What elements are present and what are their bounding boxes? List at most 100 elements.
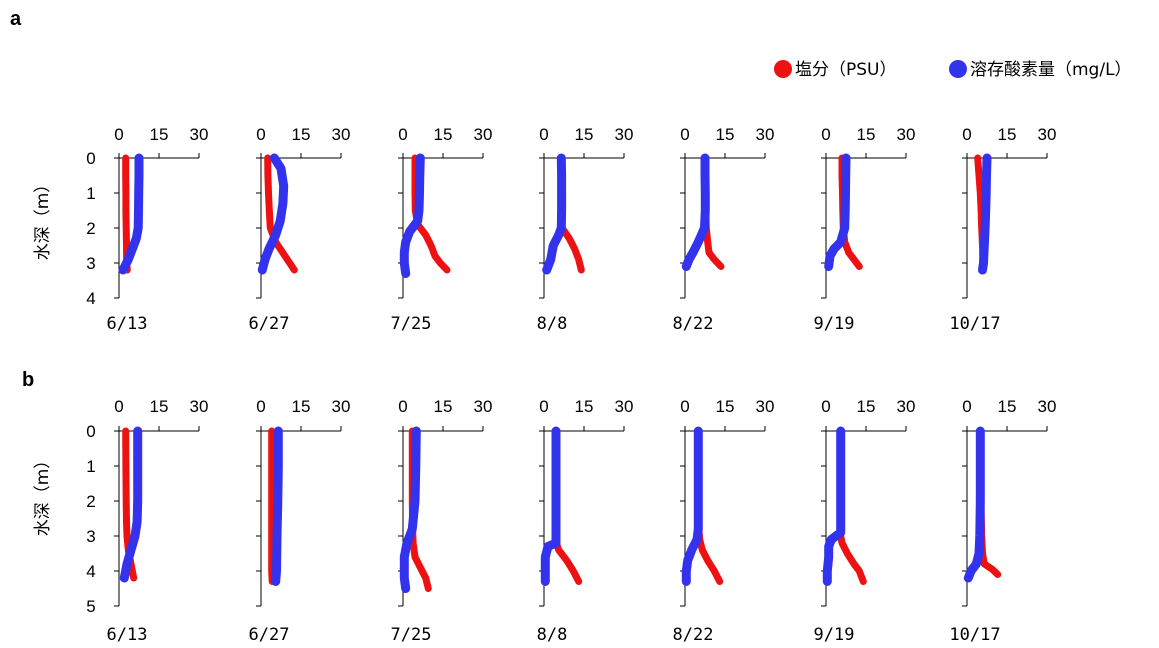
x-tick-label: 15 [998, 397, 1017, 416]
legend-oxygen-marker [949, 60, 967, 78]
x-tick-label: 30 [756, 397, 775, 416]
oxygen-profile-line [399, 153, 425, 278]
date-label: 7/25 [391, 314, 432, 334]
x-tick-label: 0 [539, 397, 548, 416]
oxygen-profile-line [118, 153, 144, 275]
x-tick-label: 30 [190, 397, 209, 416]
x-tick-label: 15 [150, 125, 169, 144]
oxygen-profile-line [978, 153, 992, 275]
y-tick-label: 3 [86, 527, 95, 546]
x-tick-label: 15 [575, 125, 594, 144]
oxygen-profile-line [542, 153, 567, 275]
oxygen-profile-line [681, 153, 710, 271]
x-tick-label: 0 [680, 125, 689, 144]
date-label: 6/13 [107, 314, 148, 334]
oxygen-profile-line [540, 426, 561, 586]
y-tick-label: 5 [86, 597, 95, 616]
x-tick-label: 30 [615, 397, 634, 416]
x-tick-label: 30 [615, 125, 634, 144]
y-tick-label: 0 [86, 422, 95, 441]
x-tick-label: 15 [998, 125, 1017, 144]
legend: 塩分（PSU） 溶存酸素量（mg/L） [774, 60, 1132, 80]
subplot-b-9-19: 0 15 30 9/19 [814, 397, 916, 645]
subplot-a-6-27: 0 15 30 6/27 [249, 125, 351, 334]
x-tick-label: 30 [474, 397, 493, 416]
date-label: 10/17 [949, 625, 1000, 645]
x-tick-label: 0 [114, 125, 123, 144]
date-label: 8/8 [537, 314, 568, 334]
subplot-a-7-25: 0 15 30 7/25 [391, 125, 493, 334]
subplot-b-8-22: 0 15 30 8/22 [673, 397, 775, 645]
x-tick-label: 0 [256, 125, 265, 144]
x-tick-label: 30 [897, 125, 916, 144]
panel-a: 0 15 30 0 1 2 3 4 6/13 0 15 30 6/27 0 15 30 7/25 0 15 30 8/8… [86, 125, 1056, 334]
oxygen-profile-line [119, 426, 143, 583]
y-tick-label: 4 [86, 289, 95, 308]
subplot-b-8-8: 0 15 30 8/8 [537, 397, 634, 645]
subplot-a-9-19: 0 15 30 9/19 [814, 125, 916, 334]
date-label: 8/22 [673, 625, 714, 645]
oxygen-profile-line [399, 426, 421, 593]
x-tick-label: 0 [962, 397, 971, 416]
x-tick-label: 0 [821, 125, 830, 144]
x-tick-label: 30 [332, 125, 351, 144]
x-tick-label: 15 [716, 125, 735, 144]
oxygen-profile-line [681, 426, 703, 586]
x-tick-label: 15 [857, 397, 876, 416]
x-tick-label: 30 [1038, 125, 1057, 144]
panel-label-b: b [22, 369, 34, 391]
oxygen-profile-line [822, 426, 846, 586]
x-tick-label: 0 [398, 125, 407, 144]
x-tick-label: 30 [897, 397, 916, 416]
date-label: 8/8 [537, 625, 568, 645]
y-tick-label: 0 [86, 149, 95, 168]
y-tick-label: 3 [86, 254, 95, 273]
x-tick-label: 0 [962, 125, 971, 144]
subplot-a-8-8: 0 15 30 8/8 [537, 125, 634, 334]
x-tick-label: 30 [474, 125, 493, 144]
x-tick-label: 15 [292, 397, 311, 416]
date-label: 7/25 [391, 625, 432, 645]
oxygen-profile-line [963, 426, 985, 583]
date-label: 6/27 [249, 314, 290, 334]
date-label: 6/13 [107, 625, 148, 645]
panel-b-ylabel: 水深（m） [33, 452, 53, 537]
y-tick-label: 2 [86, 219, 95, 238]
x-tick-label: 30 [332, 397, 351, 416]
panel-a-ylabel: 水深（m） [33, 176, 53, 261]
subplot-a-10-17: 0 15 30 10/17 [949, 125, 1056, 334]
x-tick-label: 0 [539, 125, 548, 144]
oxygen-profile-line [824, 153, 851, 271]
x-tick-label: 30 [1038, 397, 1057, 416]
salinity-profile-line [268, 427, 276, 585]
x-tick-label: 15 [434, 397, 453, 416]
y-tick-label: 2 [86, 492, 95, 511]
panel-label-a: a [10, 8, 22, 30]
legend-salinity-marker [774, 60, 792, 78]
date-label: 9/19 [814, 625, 855, 645]
x-tick-label: 15 [150, 397, 169, 416]
salinity-profile-line [411, 154, 451, 274]
subplot-b-6-27: 0 15 30 6/27 [249, 397, 351, 645]
x-tick-label: 0 [680, 397, 689, 416]
subplot-a-6-13: 0 15 30 0 1 2 3 4 6/13 [86, 125, 208, 334]
x-tick-label: 15 [292, 125, 311, 144]
y-tick-label: 1 [86, 457, 95, 476]
subplot-b-6-13: 0 15 30 0 1 2 3 4 5 6/13 [86, 397, 208, 645]
x-tick-label: 0 [114, 397, 123, 416]
x-tick-label: 0 [821, 397, 830, 416]
date-label: 9/19 [814, 314, 855, 334]
subplot-b-7-25: 0 15 30 7/25 [391, 397, 493, 645]
date-label: 6/27 [249, 625, 290, 645]
x-tick-label: 15 [857, 125, 876, 144]
x-tick-label: 15 [434, 125, 453, 144]
date-label: 10/17 [949, 314, 1000, 334]
y-tick-label: 1 [86, 184, 95, 203]
panel-b: 0 15 30 0 1 2 3 4 5 6/13 0 15 30 6/27 0 15 30 7/25 0 15 30 8/… [86, 397, 1056, 645]
y-tick-label: 4 [86, 562, 95, 581]
x-tick-label: 15 [575, 397, 594, 416]
oxygen-profile-line [271, 426, 283, 586]
oxygen-profile-line [257, 153, 289, 275]
